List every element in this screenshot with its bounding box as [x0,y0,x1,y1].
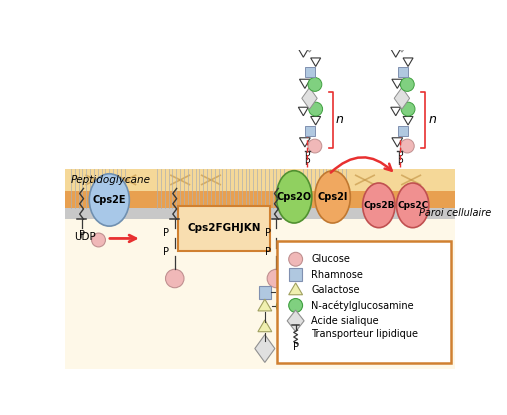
Text: UDP: UDP [74,232,95,242]
Bar [64,219,455,369]
Polygon shape [302,88,317,109]
Polygon shape [287,310,304,332]
Text: Cps2FGHJKN: Cps2FGHJKN [187,223,261,234]
Text: Cps2E: Cps2E [93,195,126,205]
Polygon shape [394,88,410,109]
Text: Acide sialique: Acide sialique [311,316,379,326]
Text: Cps2O: Cps2O [276,192,312,202]
Text: Galactose: Galactose [311,285,359,295]
Circle shape [308,139,322,153]
Circle shape [401,102,415,116]
Bar [64,169,455,191]
Polygon shape [302,31,317,52]
Circle shape [92,233,105,247]
Polygon shape [394,31,410,52]
Ellipse shape [396,183,429,228]
Circle shape [276,298,292,314]
Bar [259,286,271,298]
Ellipse shape [363,183,395,228]
Text: Cps2B: Cps2B [363,201,394,210]
Circle shape [288,298,303,312]
Circle shape [165,269,184,288]
FancyBboxPatch shape [277,241,451,363]
Text: n: n [336,113,344,127]
Circle shape [401,139,414,153]
Polygon shape [277,285,291,297]
Polygon shape [258,320,272,332]
Ellipse shape [89,174,129,226]
Circle shape [308,78,322,91]
Ellipse shape [276,171,312,223]
Text: P: P [293,342,299,352]
Ellipse shape [315,171,350,223]
Bar [64,191,455,208]
Text: P: P [397,151,402,160]
Text: P: P [163,228,169,238]
Text: Transporteur lipidique: Transporteur lipidique [311,329,418,339]
Text: P: P [79,230,85,240]
Bar [305,126,315,136]
Text: Rhamnose: Rhamnose [311,270,363,280]
Bar [289,269,302,281]
Bar [64,208,455,219]
Polygon shape [288,283,303,295]
Text: N-acétylglucosamine: N-acétylglucosamine [311,300,414,311]
Text: Cps2I: Cps2I [317,192,348,202]
Circle shape [288,252,303,266]
Bar [64,50,455,169]
Text: n: n [428,113,436,127]
Polygon shape [255,335,275,362]
Polygon shape [258,299,272,311]
Bar [397,126,408,136]
FancyBboxPatch shape [178,206,270,251]
Bar [397,67,408,77]
Text: P: P [163,247,169,257]
Text: P: P [265,247,271,257]
Text: P: P [305,151,310,160]
Text: P: P [397,159,402,168]
Circle shape [267,269,285,288]
Text: Cps2C: Cps2C [397,201,428,210]
Text: Peptidoglycane: Peptidoglycane [71,175,151,185]
Circle shape [309,102,322,116]
Text: P: P [265,228,271,238]
Circle shape [401,78,414,91]
Text: P: P [305,159,310,168]
Text: Paroi cellulaire: Paroi cellulaire [419,208,491,218]
Text: Glucose: Glucose [311,254,350,264]
Bar [305,67,315,77]
